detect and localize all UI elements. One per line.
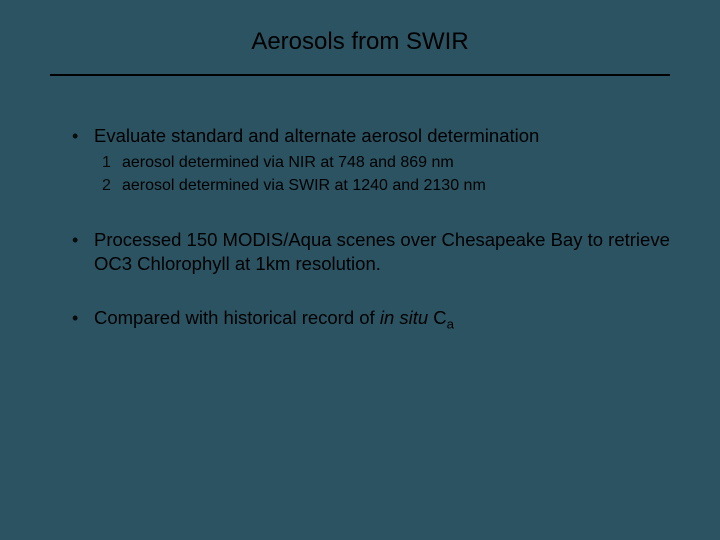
bullet-marker: •: [72, 124, 94, 148]
text-prefix: Compared with historical record of: [94, 307, 380, 328]
text-suffix: C: [428, 307, 447, 328]
bullet-item: • Compared with historical record of in …: [72, 306, 670, 330]
sub-list: 1 aerosol determined via NIR at 748 and …: [72, 152, 670, 196]
sub-item: 2 aerosol determined via SWIR at 1240 an…: [102, 175, 670, 196]
slide-title: Aerosols from SWIR: [0, 0, 720, 56]
sub-number: 1: [102, 152, 122, 173]
subscript: a: [447, 317, 454, 332]
bullet-item: • Evaluate standard and alternate aeroso…: [72, 124, 670, 148]
slide: Aerosols from SWIR • Evaluate standard a…: [0, 0, 720, 540]
slide-content: • Evaluate standard and alternate aeroso…: [0, 76, 720, 330]
italic-phrase: in situ: [380, 307, 428, 328]
sub-text: aerosol determined via SWIR at 1240 and …: [122, 175, 486, 196]
bullet-marker: •: [72, 306, 94, 330]
bullet-block-1: • Evaluate standard and alternate aeroso…: [72, 124, 670, 196]
sub-item: 1 aerosol determined via NIR at 748 and …: [102, 152, 670, 173]
sub-text: aerosol determined via NIR at 748 and 86…: [122, 152, 454, 173]
bullet-text: Evaluate standard and alternate aerosol …: [94, 124, 539, 148]
bullet-text: Processed 150 MODIS/Aqua scenes over Che…: [94, 228, 670, 276]
bullet-block-2: • Processed 150 MODIS/Aqua scenes over C…: [72, 228, 670, 276]
bullet-item: • Processed 150 MODIS/Aqua scenes over C…: [72, 228, 670, 276]
bullet-text: Compared with historical record of in si…: [94, 306, 454, 330]
bullet-block-3: • Compared with historical record of in …: [72, 306, 670, 330]
bullet-marker: •: [72, 228, 94, 252]
sub-number: 2: [102, 175, 122, 196]
